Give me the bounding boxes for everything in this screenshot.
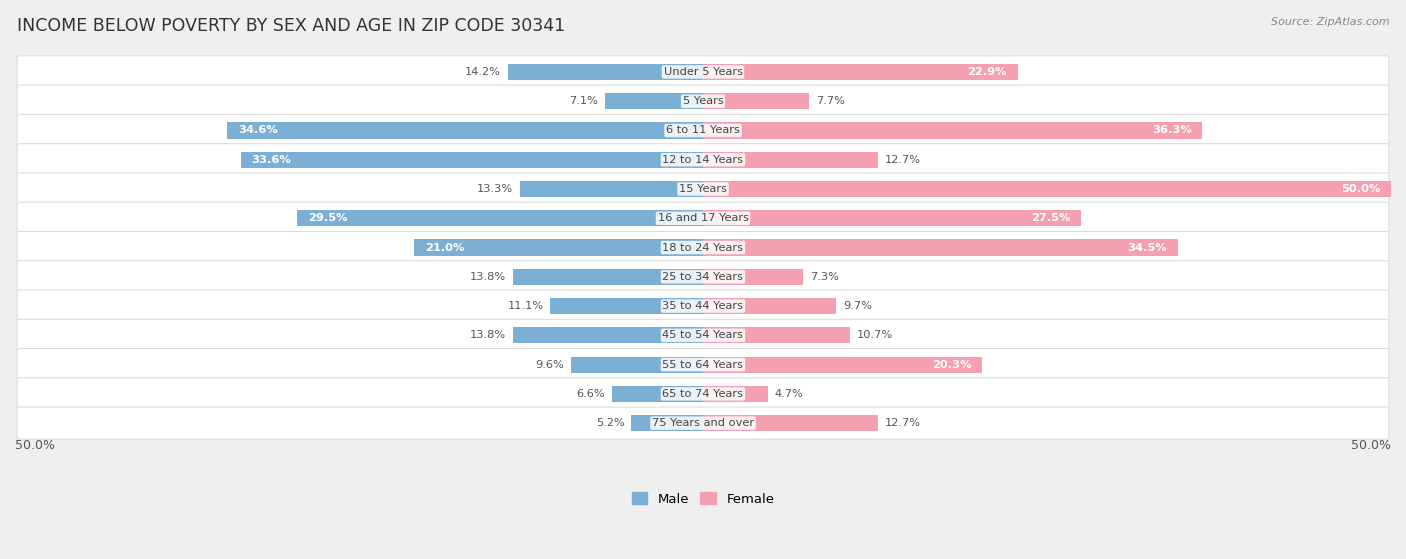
Text: 15 Years: 15 Years <box>679 184 727 194</box>
Text: 7.3%: 7.3% <box>810 272 839 282</box>
Text: 6 to 11 Years: 6 to 11 Years <box>666 125 740 135</box>
FancyBboxPatch shape <box>17 56 1389 88</box>
Bar <box>513 327 703 343</box>
Text: 12.7%: 12.7% <box>884 418 921 428</box>
Text: Source: ZipAtlas.com: Source: ZipAtlas.com <box>1271 17 1389 27</box>
Text: INCOME BELOW POVERTY BY SEX AND AGE IN ZIP CODE 30341: INCOME BELOW POVERTY BY SEX AND AGE IN Z… <box>17 17 565 35</box>
FancyBboxPatch shape <box>17 173 1389 205</box>
FancyBboxPatch shape <box>17 378 1389 410</box>
Bar <box>703 298 837 314</box>
Bar <box>631 415 703 431</box>
Text: 27.5%: 27.5% <box>1031 214 1070 223</box>
Text: Under 5 Years: Under 5 Years <box>664 67 742 77</box>
Text: 16 and 17 Years: 16 and 17 Years <box>658 214 748 223</box>
Bar <box>413 239 703 255</box>
Text: 55 to 64 Years: 55 to 64 Years <box>662 359 744 369</box>
Bar <box>297 210 703 226</box>
Text: 11.1%: 11.1% <box>508 301 543 311</box>
Text: 10.7%: 10.7% <box>858 330 893 340</box>
Bar <box>703 181 1391 197</box>
Bar <box>703 357 983 373</box>
Bar <box>606 93 703 109</box>
Bar <box>513 269 703 285</box>
Text: 22.9%: 22.9% <box>967 67 1007 77</box>
Bar <box>703 239 1178 255</box>
Text: 12 to 14 Years: 12 to 14 Years <box>662 155 744 165</box>
Text: 36.3%: 36.3% <box>1152 125 1191 135</box>
Text: 21.0%: 21.0% <box>425 243 464 253</box>
Bar <box>703 269 803 285</box>
Text: 13.3%: 13.3% <box>477 184 513 194</box>
Text: 4.7%: 4.7% <box>775 389 803 399</box>
Bar <box>703 93 808 109</box>
Bar <box>703 327 851 343</box>
Bar <box>703 210 1081 226</box>
Text: 50.0%: 50.0% <box>1340 184 1381 194</box>
Text: 29.5%: 29.5% <box>308 214 347 223</box>
Text: 50.0%: 50.0% <box>1351 439 1391 452</box>
Bar <box>703 64 1018 80</box>
Bar <box>520 181 703 197</box>
Text: 35 to 44 Years: 35 to 44 Years <box>662 301 744 311</box>
Bar <box>703 386 768 402</box>
Text: 18 to 24 Years: 18 to 24 Years <box>662 243 744 253</box>
Text: 6.6%: 6.6% <box>576 389 606 399</box>
Text: 7.1%: 7.1% <box>569 96 599 106</box>
Bar <box>508 64 703 80</box>
Text: 7.7%: 7.7% <box>815 96 845 106</box>
FancyBboxPatch shape <box>17 319 1389 352</box>
FancyBboxPatch shape <box>17 202 1389 234</box>
FancyBboxPatch shape <box>17 407 1389 439</box>
Bar <box>703 122 1202 139</box>
Text: 65 to 74 Years: 65 to 74 Years <box>662 389 744 399</box>
Text: 50.0%: 50.0% <box>15 439 55 452</box>
Bar <box>612 386 703 402</box>
Text: 5 Years: 5 Years <box>683 96 723 106</box>
Bar <box>226 122 703 139</box>
Text: 13.8%: 13.8% <box>470 272 506 282</box>
Text: 33.6%: 33.6% <box>252 155 291 165</box>
Text: 34.6%: 34.6% <box>238 125 277 135</box>
Text: 9.7%: 9.7% <box>844 301 872 311</box>
FancyBboxPatch shape <box>17 85 1389 117</box>
Legend: Male, Female: Male, Female <box>626 487 780 511</box>
FancyBboxPatch shape <box>17 290 1389 322</box>
Text: 9.6%: 9.6% <box>536 359 564 369</box>
FancyBboxPatch shape <box>17 231 1389 264</box>
FancyBboxPatch shape <box>17 144 1389 176</box>
FancyBboxPatch shape <box>17 115 1389 146</box>
Text: 75 Years and over: 75 Years and over <box>652 418 754 428</box>
Text: 14.2%: 14.2% <box>465 67 501 77</box>
FancyBboxPatch shape <box>17 260 1389 293</box>
Text: 5.2%: 5.2% <box>596 418 624 428</box>
Text: 12.7%: 12.7% <box>884 155 921 165</box>
Text: 13.8%: 13.8% <box>470 330 506 340</box>
Text: 20.3%: 20.3% <box>932 359 972 369</box>
Bar <box>571 357 703 373</box>
Bar <box>550 298 703 314</box>
Bar <box>703 151 877 168</box>
Bar <box>703 415 877 431</box>
Bar <box>240 151 703 168</box>
Text: 45 to 54 Years: 45 to 54 Years <box>662 330 744 340</box>
Text: 25 to 34 Years: 25 to 34 Years <box>662 272 744 282</box>
Text: 34.5%: 34.5% <box>1128 243 1167 253</box>
FancyBboxPatch shape <box>17 348 1389 381</box>
